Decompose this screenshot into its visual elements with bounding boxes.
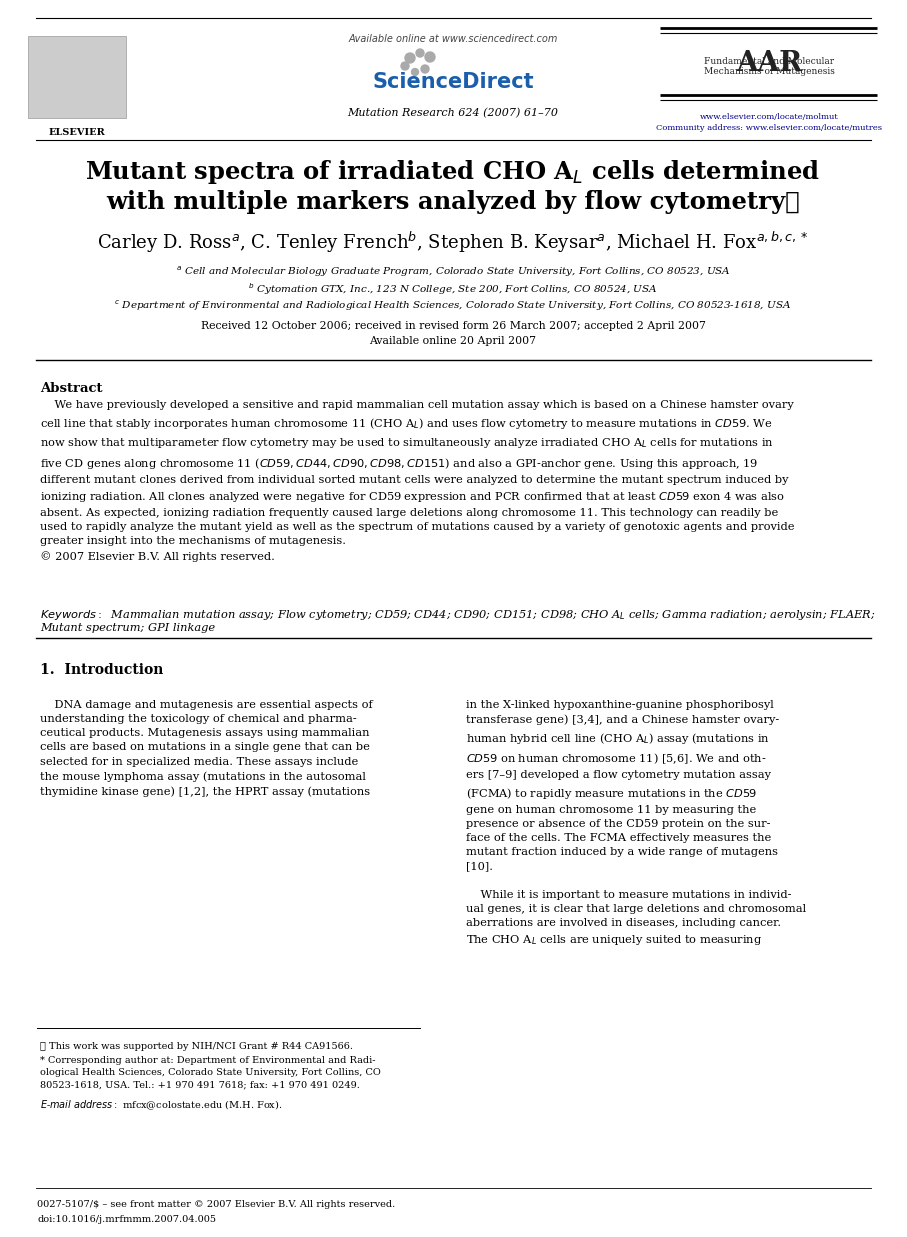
Text: Mutation Research 624 (2007) 61–70: Mutation Research 624 (2007) 61–70 [347, 108, 559, 119]
Text: Mutant spectra of irradiated CHO A$_L$ cells determined: Mutant spectra of irradiated CHO A$_L$ c… [85, 158, 821, 186]
Text: Community address: www.elsevier.com/locate/mutres: Community address: www.elsevier.com/loca… [656, 124, 882, 132]
Text: in the X-linked hypoxanthine-guanine phosphoribosyl
transferase gene) [3,4], and: in the X-linked hypoxanthine-guanine pho… [466, 700, 806, 948]
Bar [28, 36, 126, 118]
Circle shape [405, 53, 415, 63]
Text: with multiple markers analyzed by flow cytometry★: with multiple markers analyzed by flow c… [106, 190, 800, 214]
Text: ScienceDirect: ScienceDirect [372, 72, 534, 92]
Circle shape [421, 66, 429, 73]
Circle shape [416, 49, 424, 57]
Text: Received 12 October 2006; received in revised form 26 March 2007; accepted 2 Apr: Received 12 October 2006; received in re… [200, 320, 706, 332]
Text: AAR: AAR [736, 49, 802, 77]
Text: www.elsevier.com/locate/molmut: www.elsevier.com/locate/molmut [699, 113, 838, 121]
Text: 0027-5107/$ – see front matter © 2007 Elsevier B.V. All rights reserved.: 0027-5107/$ – see front matter © 2007 El… [37, 1200, 395, 1209]
Text: We have previously developed a sensitive and rapid mammalian cell mutation assay: We have previously developed a sensitive… [40, 400, 795, 562]
Circle shape [412, 68, 418, 75]
Text: $\mathit{E}$-$\mathit{mail}$ $\mathit{address:}$ mfcx@colostate.edu (M.H. Fox).: $\mathit{E}$-$\mathit{mail}$ $\mathit{ad… [40, 1098, 282, 1112]
Text: $^a$ Cell and Molecular Biology Graduate Program, Colorado State University, For: $^a$ Cell and Molecular Biology Graduate… [176, 265, 730, 280]
Text: Fundamental and Molecular
Mechanisms of Mutagenesis: Fundamental and Molecular Mechanisms of … [704, 57, 834, 77]
Text: DNA damage and mutagenesis are essential aspects of
understanding the toxicology: DNA damage and mutagenesis are essential… [40, 700, 373, 797]
Text: Abstract: Abstract [40, 382, 102, 395]
Text: doi:10.1016/j.mrfmmm.2007.04.005: doi:10.1016/j.mrfmmm.2007.04.005 [37, 1215, 216, 1223]
Text: $^b$ Cytomation GTX, Inc., 123 N College, Ste 200, Fort Collins, CO 80524, USA: $^b$ Cytomation GTX, Inc., 123 N College… [249, 281, 658, 297]
Text: $\mathit{Keywords:}$  Mammalian mutation assay; Flow cytometry; CD59; CD44; CD90: $\mathit{Keywords:}$ Mammalian mutation … [40, 609, 875, 622]
Text: ELSEVIER: ELSEVIER [49, 127, 105, 137]
Circle shape [401, 62, 409, 71]
Circle shape [425, 52, 435, 62]
Text: 1.  Introduction: 1. Introduction [40, 663, 163, 677]
Text: Available online at www.sciencedirect.com: Available online at www.sciencedirect.co… [348, 33, 558, 45]
Text: Mutant spectrum; GPI linkage: Mutant spectrum; GPI linkage [40, 623, 215, 633]
Text: $^c$ Department of Environmental and Radiological Health Sciences, Colorado Stat: $^c$ Department of Environmental and Rad… [114, 299, 792, 313]
Text: Carley D. Ross$^a$, C. Tenley French$^b$, Stephen B. Keysar$^a$, Michael H. Fox$: Carley D. Ross$^a$, C. Tenley French$^b$… [97, 229, 809, 255]
Text: * Corresponding author at: Department of Environmental and Radi-
ological Health: * Corresponding author at: Department of… [40, 1056, 381, 1090]
Text: ★ This work was supported by NIH/NCI Grant # R44 CA91566.: ★ This work was supported by NIH/NCI Gra… [40, 1042, 353, 1051]
Text: Available online 20 April 2007: Available online 20 April 2007 [369, 336, 537, 346]
